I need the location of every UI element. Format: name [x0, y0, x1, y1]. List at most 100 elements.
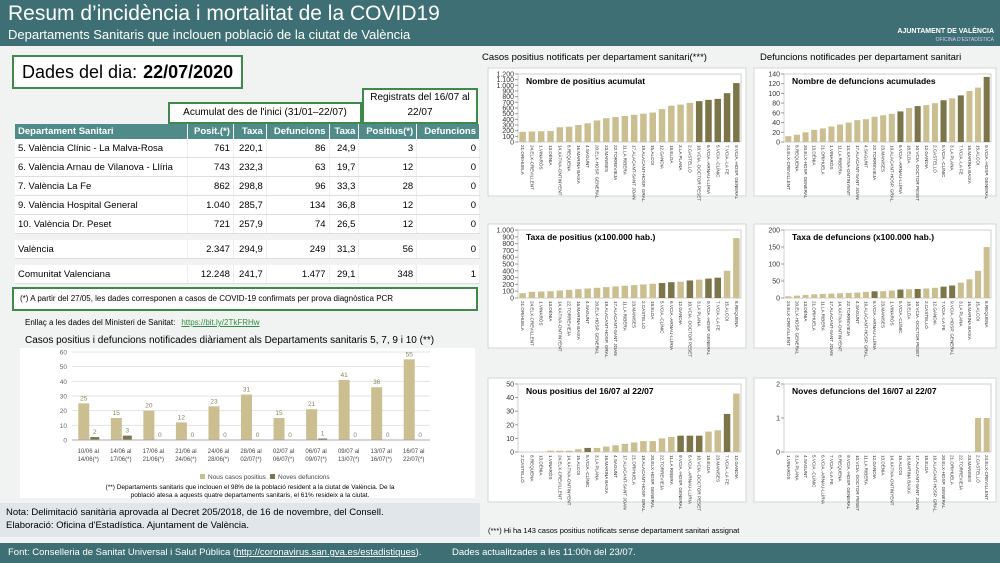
x-tick-label: 12.GANDIA: [872, 455, 877, 480]
y-tick-label: 1.200: [496, 72, 514, 79]
section-heading: Casos positius notificats per departamen…: [482, 52, 707, 63]
bar: [658, 283, 666, 298]
bar: [519, 131, 526, 142]
bar: [584, 288, 591, 298]
x-tick-label: 3.LA PLANA: [594, 455, 599, 481]
cell: 96: [266, 176, 330, 196]
bar: [306, 409, 318, 440]
x-tick-label: 9.VCIA.-HOSP. GENERAL: [706, 301, 711, 356]
x-tick-label: 17.ALACANT-SANT JOAN: [915, 455, 920, 510]
cell: 6. València Arnau de Vilanova - Llíria: [15, 157, 189, 177]
bar: [575, 449, 582, 452]
y-tick-label: 60: [772, 110, 780, 117]
bar: [621, 285, 629, 298]
bar: [828, 293, 835, 298]
x-tick-label: 12.GANDIA: [660, 145, 665, 170]
link-label: Enllaç a les dades del Ministeri de Sani…: [25, 318, 176, 327]
cell: 33,3: [329, 176, 360, 196]
bar: [686, 435, 694, 452]
x-tick-label: 6.VCIA.-ARNAU-LLÍRIA: [706, 145, 712, 195]
bar: [854, 120, 861, 142]
source-link[interactable]: http://coronavirus.san.gva.es/estadistiq…: [236, 547, 416, 558]
chart-frame: [487, 377, 747, 503]
y-tick-label: 800: [502, 241, 514, 248]
bar: [612, 117, 619, 142]
data-label: 21: [308, 401, 316, 408]
x-tick-label: 11.LA RIBERA: [669, 455, 674, 486]
bar: [621, 443, 629, 452]
bar: [914, 106, 921, 142]
cell: Comunitat Valenciana: [15, 265, 189, 284]
x-tick-label: 4.SAGUNT: [613, 455, 618, 478]
table-row: 5. València Clínic - La Malva-Rosa 761 220…: [15, 139, 480, 158]
bar: [949, 285, 956, 298]
bar: [695, 279, 703, 298]
x-tick-label: 09/07(*): [305, 457, 326, 463]
x-tick-label: 21.ORIHUELA: [950, 455, 955, 486]
bar: [565, 126, 573, 142]
bar: [854, 292, 861, 298]
cell: 249: [266, 240, 330, 259]
bar: [575, 125, 582, 142]
bar: [677, 104, 684, 142]
cell: 0: [416, 195, 480, 215]
link[interactable]: https://bit.ly/2TkFRHw: [181, 318, 260, 327]
bar: [705, 99, 712, 142]
bar: [593, 447, 601, 452]
x-tick-label: 13/07 al: [371, 449, 392, 455]
x-tick-label: 19.ALACANT-HOSP. GRAL.: [641, 145, 646, 203]
header-row: Departament Sanitari Posit.(*) Taxa Defunci…: [15, 124, 480, 139]
x-tick-label: 21.ORIHUELA: [632, 455, 637, 486]
bar: [845, 122, 852, 142]
y-tick-label: 100: [768, 91, 780, 98]
x-tick-label: 2.CASTELLÓ: [520, 455, 526, 483]
date-box: Dades del dia: 22/07/2020: [12, 55, 243, 89]
bar: [537, 131, 545, 142]
x-tick-label: 21.ORIHUELA: [812, 301, 817, 332]
bar: [122, 435, 132, 440]
y-tick-label: 200: [768, 228, 780, 235]
x-tick-label: 17.ALACANT-SANT JOAN: [622, 455, 627, 510]
subtitle: Departaments Sanitaris que inclouen pobl…: [8, 27, 411, 42]
cell: 1.040: [187, 195, 234, 215]
cell: 241,7: [233, 265, 267, 284]
cell: 9. València Hospital General: [15, 195, 189, 215]
spacer: [15, 233, 480, 240]
cell: València: [15, 240, 189, 259]
chart-frame: [753, 223, 997, 349]
x-tick-label: 14.XÀTIVA-ONTINYENT: [557, 145, 563, 196]
chart-title: Noves defuncions del 16/07 al 22/07: [792, 386, 937, 396]
bar: [819, 128, 826, 142]
column-header: Taxa: [329, 124, 360, 139]
bar: [906, 289, 913, 298]
chart-title: Nous positius del 16/07 al 22/07: [526, 386, 654, 396]
x-tick-label: 15.ALCOI: [898, 455, 903, 475]
bar: [871, 116, 878, 142]
bar: [714, 430, 722, 452]
x-tick-label: 24.ELX-CREVILLENT: [984, 455, 989, 500]
x-tick-label: 8.REQUENA: [794, 145, 799, 172]
y-tick-label: 40: [60, 379, 68, 386]
bar: [603, 118, 610, 142]
x-tick-label: 12.GANDIA: [932, 301, 937, 326]
data-label: 12: [178, 414, 186, 421]
y-tick-label: 600: [502, 255, 514, 262]
cell: 1.477: [266, 265, 330, 284]
cell: 12.248: [187, 265, 234, 284]
x-tick-label: 24/06 al: [208, 449, 229, 455]
x-tick-label: 11.LA RIBERA: [863, 455, 868, 486]
cell: 36,8: [329, 195, 360, 215]
x-tick-label: 22.TORREVIEJA: [958, 455, 963, 491]
y-tick-label: 2: [776, 382, 780, 389]
x-tick-label: 15.ALCOI: [976, 301, 981, 321]
x-tick-label: 17.ALACANT-SANT JOAN: [829, 301, 834, 356]
plot-frame: [783, 73, 992, 143]
spacer-cell: [15, 258, 480, 265]
bar: [547, 291, 554, 298]
bar: [733, 393, 740, 452]
x-tick-label: 8.REQUENA: [529, 455, 534, 482]
bar: [565, 450, 573, 452]
cell: 0: [416, 157, 480, 177]
bar: [966, 279, 973, 298]
